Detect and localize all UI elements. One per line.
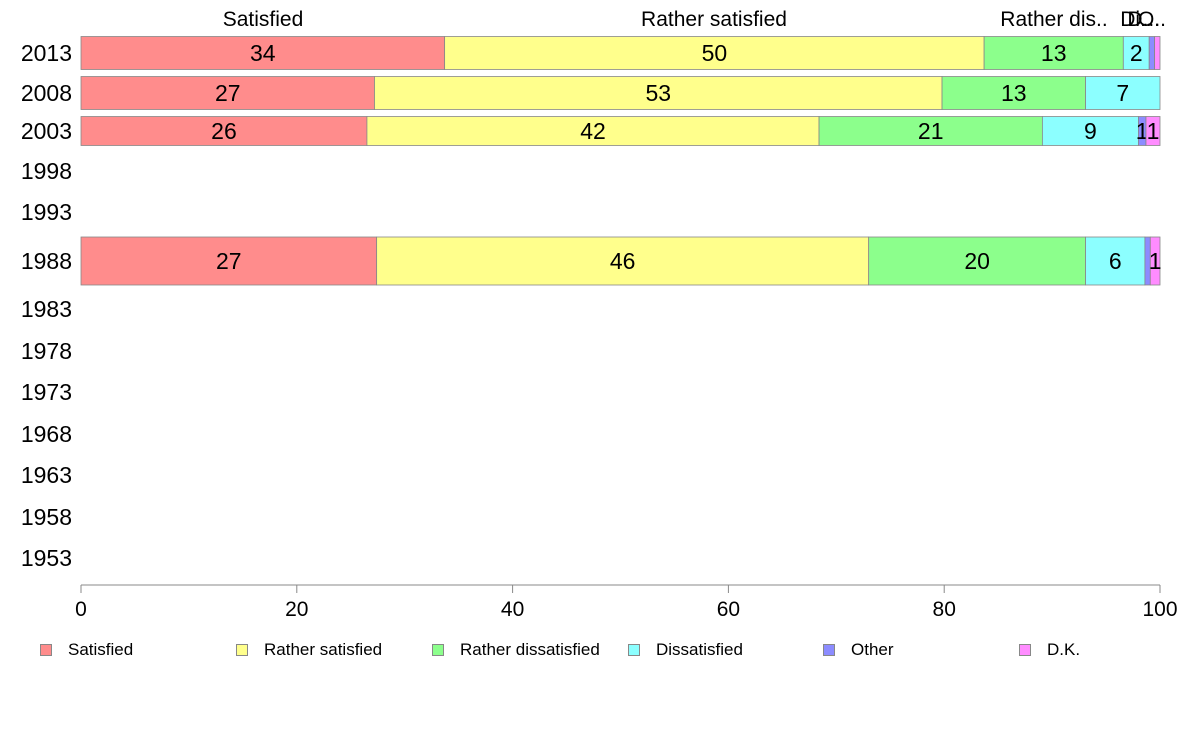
x-tick-label-0: 0 xyxy=(75,598,87,620)
bar-2003-satisfied xyxy=(80,116,368,146)
bar-2008-satisfied xyxy=(80,76,375,110)
legend-swatch xyxy=(236,644,248,656)
x-tick-label-60: 60 xyxy=(717,598,740,620)
legend-item-other: Other xyxy=(823,640,894,660)
data-label-2008-rather-satisfied: 53 xyxy=(645,80,671,106)
top-label-3: Rather dis.. xyxy=(1000,8,1107,31)
bar-2013-d-k- xyxy=(1154,36,1161,70)
legend-label: Rather satisfied xyxy=(264,640,383,659)
data-label-2003-satisfied: 26 xyxy=(211,118,237,144)
legend-item-satisfied: Satisfied xyxy=(40,640,133,660)
top-label-6: D... xyxy=(1127,8,1160,31)
category-label-1983: 1983 xyxy=(21,296,72,322)
data-label-2003-d-k-: 1 xyxy=(1147,118,1160,144)
data-label-1988-rather-dissatisfied: 20 xyxy=(964,248,990,274)
legend-label: Other xyxy=(851,640,894,659)
data-label-1988-rather-satisfied: 46 xyxy=(610,248,636,274)
category-label-1998: 1998 xyxy=(21,158,72,184)
x-tick-label-20: 20 xyxy=(285,598,308,620)
bar-2003-d-k- xyxy=(1145,116,1161,146)
legend-label: Satisfied xyxy=(68,640,134,659)
top-label-4: Di.. xyxy=(1120,8,1152,31)
data-label-2013-dissatisfied: 2 xyxy=(1130,40,1143,66)
x-tick-label-40: 40 xyxy=(501,598,524,620)
category-label-1968: 1968 xyxy=(21,421,72,447)
data-label-2003-other: 1 xyxy=(1136,118,1149,144)
bar-2003-rather-satisfied xyxy=(366,116,820,146)
bar-2013-other xyxy=(1148,36,1156,70)
top-label-2: Rather satisfied xyxy=(641,8,787,31)
data-label-2008-satisfied: 27 xyxy=(215,80,241,106)
category-label-2003: 2003 xyxy=(21,118,72,144)
top-label-1: Satisfied xyxy=(223,8,304,31)
legend-label: D.K. xyxy=(1047,640,1081,659)
category-label-2008: 2008 xyxy=(21,80,72,106)
legend-swatch xyxy=(432,644,444,656)
category-label-1963: 1963 xyxy=(21,462,72,488)
x-tick-label-80: 80 xyxy=(933,598,956,620)
legend-item-d-k-: D.K. xyxy=(1019,640,1080,660)
bar-2008-dissatisfied xyxy=(1085,76,1161,110)
category-label-1958: 1958 xyxy=(21,504,72,530)
data-label-1988-satisfied: 27 xyxy=(216,248,242,274)
data-label-2003-rather-satisfied: 42 xyxy=(580,118,606,144)
legend-swatch xyxy=(1019,644,1031,656)
category-label-1953: 1953 xyxy=(21,545,72,571)
legend: Satisfied Rather satisfied Rather dissatis… xyxy=(0,636,1188,664)
bar-1988-dissatisfied xyxy=(1085,236,1146,286)
x-tick-label-100: 100 xyxy=(1142,598,1177,620)
category-label-1978: 1978 xyxy=(21,338,72,364)
bar-1988-rather-satisfied xyxy=(376,236,870,286)
bar-2008-rather-satisfied xyxy=(374,76,943,110)
legend-swatch xyxy=(628,644,640,656)
data-label-2008-rather-dissatisfied: 13 xyxy=(1001,80,1027,106)
top-label-5: O.. xyxy=(1138,8,1166,31)
data-label-2013-rather-satisfied: 50 xyxy=(702,40,728,66)
legend-swatch xyxy=(40,644,52,656)
category-label-1988: 1988 xyxy=(21,248,72,274)
category-label-1993: 1993 xyxy=(21,199,72,225)
bar-2003-dissatisfied xyxy=(1041,116,1139,146)
legend-item-rather-dissatisfied: Rather dissatisfied xyxy=(432,640,600,660)
legend-item-dissatisfied: Dissatisfied xyxy=(628,640,743,660)
data-label-2003-rather-dissatisfied: 21 xyxy=(918,118,944,144)
data-label-2003-dissatisfied: 9 xyxy=(1084,118,1097,144)
data-label-2013-satisfied: 34 xyxy=(250,40,276,66)
bar-1988-satisfied xyxy=(80,236,378,286)
category-label-2013: 2013 xyxy=(21,40,72,66)
stacked-bar-chart: 2013200820031998199319881983197819731968… xyxy=(21,8,1178,621)
data-label-1988-d-k-: 1 xyxy=(1149,248,1162,274)
bar-2008-rather-dissatisfied xyxy=(941,76,1086,110)
category-label-1973: 1973 xyxy=(21,379,72,405)
legend-item-rather-satisfied: Rather satisfied xyxy=(236,640,382,660)
bar-2013-satisfied xyxy=(80,36,446,70)
bar-1988-d-k- xyxy=(1149,236,1161,286)
bar-2013-rather-dissatisfied xyxy=(983,36,1124,70)
bar-2013-rather-satisfied xyxy=(444,36,985,70)
legend-swatch xyxy=(823,644,835,656)
data-label-2008-dissatisfied: 7 xyxy=(1116,80,1129,106)
legend-label: Dissatisfied xyxy=(656,640,743,659)
legend-label: Rather dissatisfied xyxy=(460,640,600,659)
data-label-2013-rather-dissatisfied: 13 xyxy=(1041,40,1067,66)
bar-1988-rather-dissatisfied xyxy=(868,236,1086,286)
data-label-1988-dissatisfied: 6 xyxy=(1109,248,1122,274)
